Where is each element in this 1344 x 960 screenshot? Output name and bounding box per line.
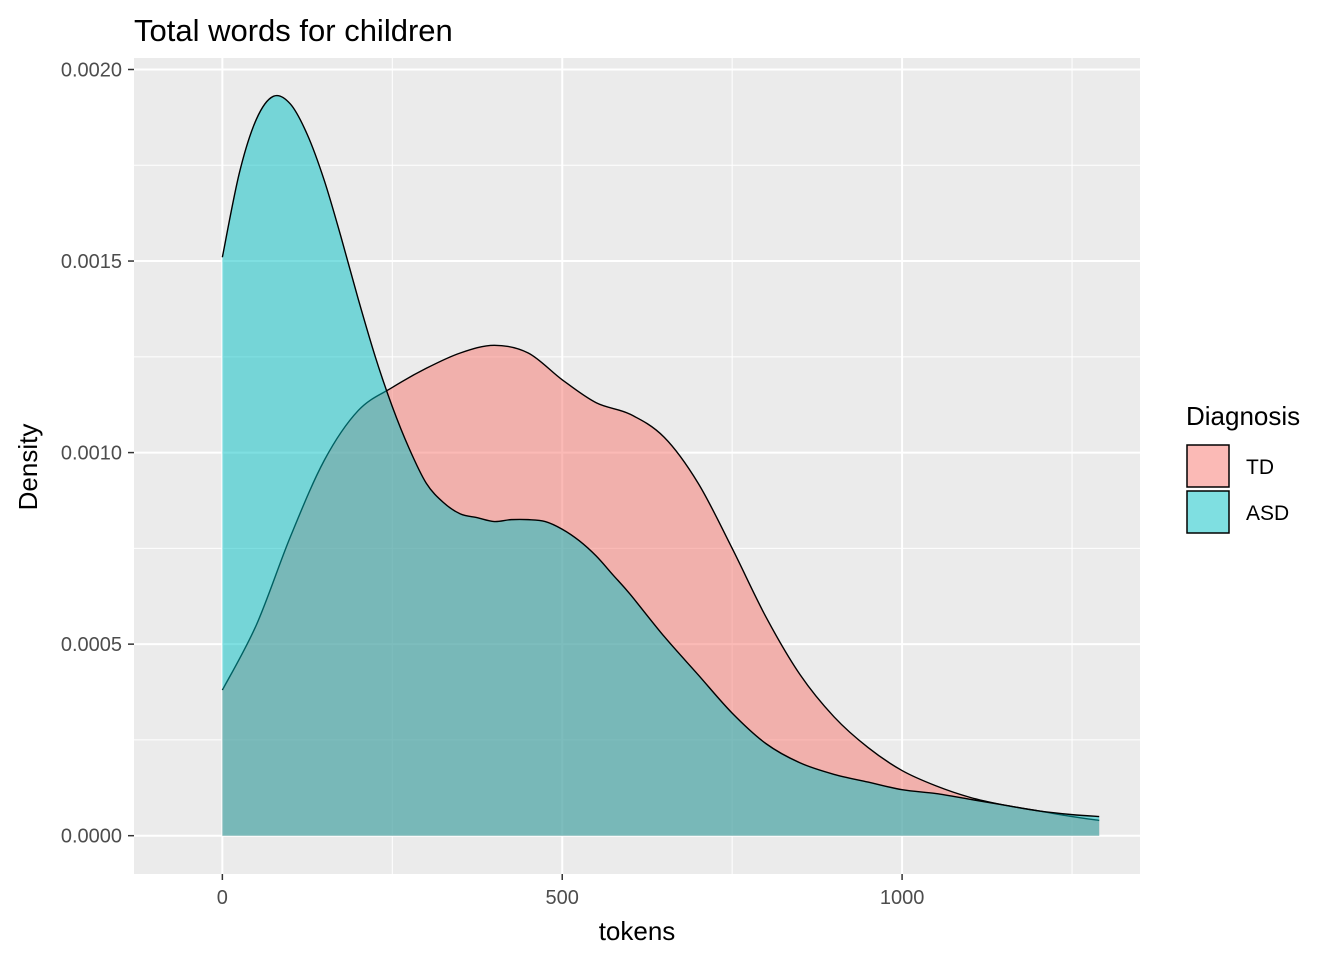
density-series <box>221 94 1100 836</box>
y-axis: 0.0000 0.0005 0.0010 0.0015 0.0020 <box>61 59 134 848</box>
legend-title: Diagnosis <box>1186 401 1300 431</box>
density-line-asd <box>221 94 1100 818</box>
legend-label-td: TD <box>1246 456 1274 479</box>
y-tick-label: 0.0000 <box>61 826 122 848</box>
y-tick-label: 0.0010 <box>61 443 122 465</box>
legend-label-asd: ASD <box>1246 502 1289 525</box>
y-tick-label: 0.0020 <box>61 59 122 81</box>
y-tick-label: 0.0015 <box>61 251 122 273</box>
legend: Diagnosis TD ASD <box>1186 401 1300 534</box>
y-axis-title: Density <box>13 424 43 511</box>
legend-swatch-td <box>1186 444 1230 488</box>
legend-swatch-asd <box>1186 490 1230 534</box>
y-tick-label: 0.0005 <box>61 634 122 656</box>
x-tick-label: 0 <box>217 887 228 909</box>
density-area-asd <box>222 95 1100 836</box>
major-gridlines <box>134 58 1140 874</box>
x-tick-label: 1000 <box>880 887 925 909</box>
chart-title: Total words for children <box>134 13 453 48</box>
x-axis: 0 500 1000 <box>217 874 925 909</box>
x-axis-title: tokens <box>599 916 676 946</box>
x-tick-label: 500 <box>546 887 579 909</box>
